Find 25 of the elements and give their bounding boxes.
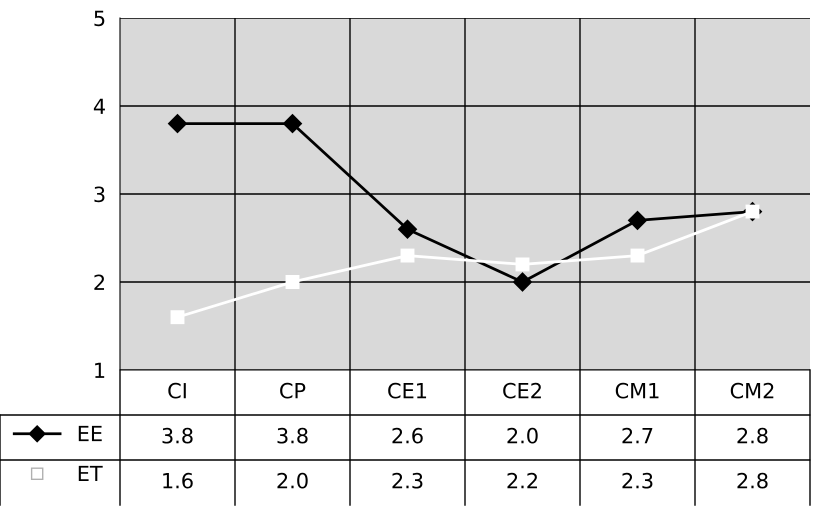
x-tick-label: CM2: [730, 382, 774, 399]
data-label: 2.0: [277, 472, 308, 489]
x-tick-label: CM1: [616, 382, 658, 399]
data-label: 2.0: [507, 428, 538, 444]
x-tick-label: CE1: [388, 382, 426, 399]
data-label: 2.8: [737, 428, 768, 444]
x-tick-label: CP: [280, 382, 306, 399]
y-tick-label: 3: [94, 186, 104, 202]
y-tick-label: 1: [95, 362, 104, 378]
x-tick-label: CE2: [503, 382, 541, 399]
y-tick-label: 2: [94, 274, 104, 290]
data-label: 1.6: [163, 472, 193, 489]
y-tick-label: 5: [94, 10, 104, 26]
data-label: 3.8: [162, 428, 193, 444]
data-label: 3.8: [278, 428, 308, 444]
data-label: 2.8: [737, 472, 768, 489]
legend-label: ET: [78, 466, 103, 482]
data-label: 2.3: [392, 472, 422, 489]
data-label: 2.3: [622, 472, 652, 489]
y-tick-label: 4: [94, 98, 105, 114]
x-tick-label: CI: [168, 382, 186, 399]
data-label: 2.7: [622, 428, 652, 444]
data-label: 2.2: [507, 472, 537, 488]
data-label: 2.6: [392, 428, 423, 444]
legend-label: EE: [78, 426, 102, 442]
